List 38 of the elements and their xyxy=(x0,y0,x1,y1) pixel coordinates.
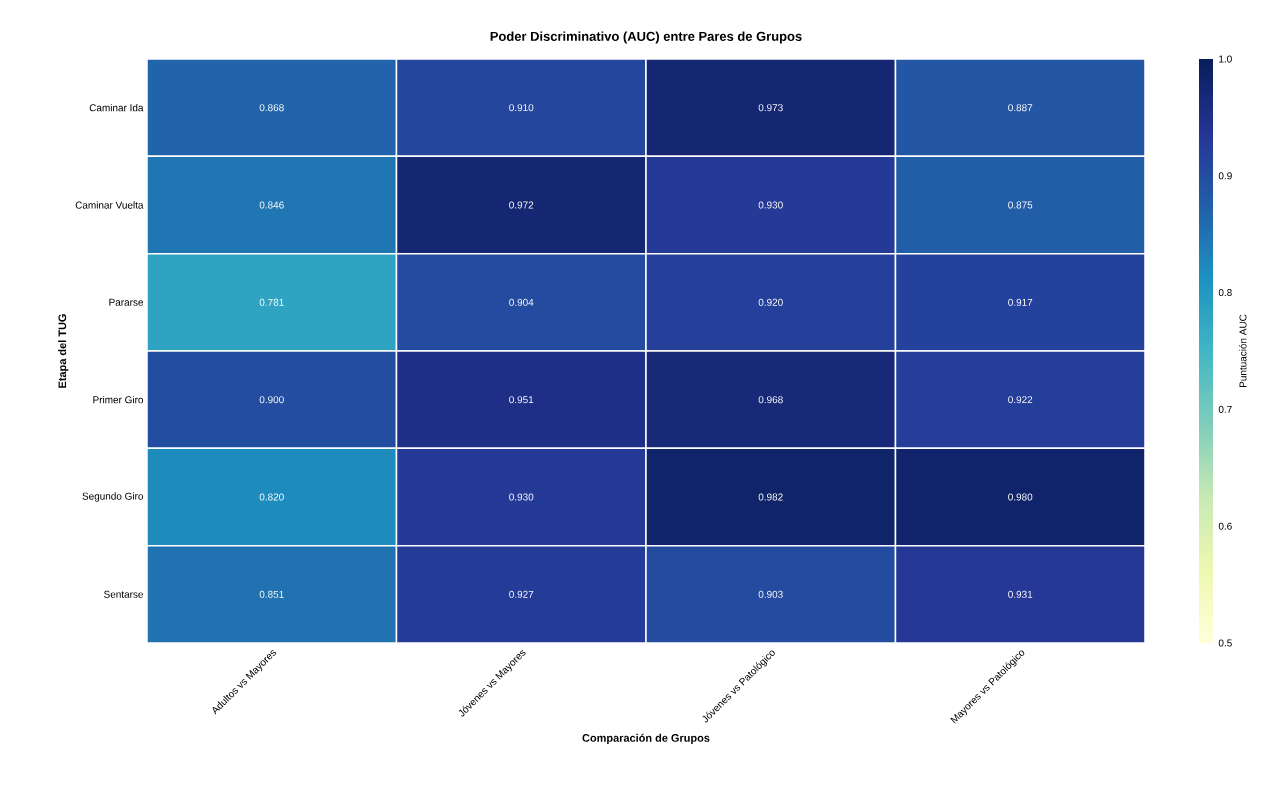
data-label: 0.930 xyxy=(758,201,783,209)
x-axis-title: Comparación de Grupos xyxy=(582,733,710,745)
data-label: 0.927 xyxy=(509,590,534,598)
color-bar-title: Puntuación AUC xyxy=(1239,314,1247,388)
data-label: 0.922 xyxy=(1008,396,1033,404)
data-label: 0.846 xyxy=(259,201,284,209)
data-label: 0.931 xyxy=(1008,590,1033,598)
color-bar-label: 0.8 xyxy=(1218,289,1232,297)
data-label: 0.982 xyxy=(758,493,783,501)
data-label: 0.930 xyxy=(509,493,534,501)
y-axis-title: Etapa del TUG xyxy=(58,314,69,388)
color-bar-label: 0.5 xyxy=(1218,639,1232,647)
y-tick-label: Pararse xyxy=(109,298,144,306)
y-tick-label: Caminar Ida xyxy=(89,104,144,112)
data-label: 0.968 xyxy=(758,396,783,404)
data-label: 0.820 xyxy=(259,493,284,501)
data-label: 0.920 xyxy=(758,298,783,306)
data-label: 0.868 xyxy=(259,104,284,112)
color-bar-label: 0.7 xyxy=(1218,405,1232,413)
color-bar-label: 0.9 xyxy=(1218,172,1232,180)
data-label: 0.951 xyxy=(509,396,534,404)
y-tick-label: Segundo Giro xyxy=(82,492,144,502)
data-label: 0.917 xyxy=(1008,298,1033,306)
color-bar-label: 0.6 xyxy=(1218,522,1232,530)
data-label: 0.887 xyxy=(1008,104,1033,112)
data-label: 0.875 xyxy=(1008,201,1033,209)
data-label: 0.910 xyxy=(509,104,534,112)
y-tick-label: Primer Giro xyxy=(93,396,144,404)
data-label: 0.980 xyxy=(1008,493,1033,501)
data-label: 0.903 xyxy=(758,590,783,598)
color-bar-label: 1.0 xyxy=(1219,55,1232,63)
y-tick-label: Caminar Vuelta xyxy=(75,201,144,209)
data-label: 0.851 xyxy=(259,590,284,598)
chart-title: Poder Discriminativo (AUC) entre Pares de Grupos xyxy=(490,31,802,44)
data-label: 0.781 xyxy=(259,298,284,306)
data-label: 0.904 xyxy=(509,298,534,306)
data-label: 0.972 xyxy=(509,201,534,209)
y-tick-label: Sentarse xyxy=(104,590,144,598)
